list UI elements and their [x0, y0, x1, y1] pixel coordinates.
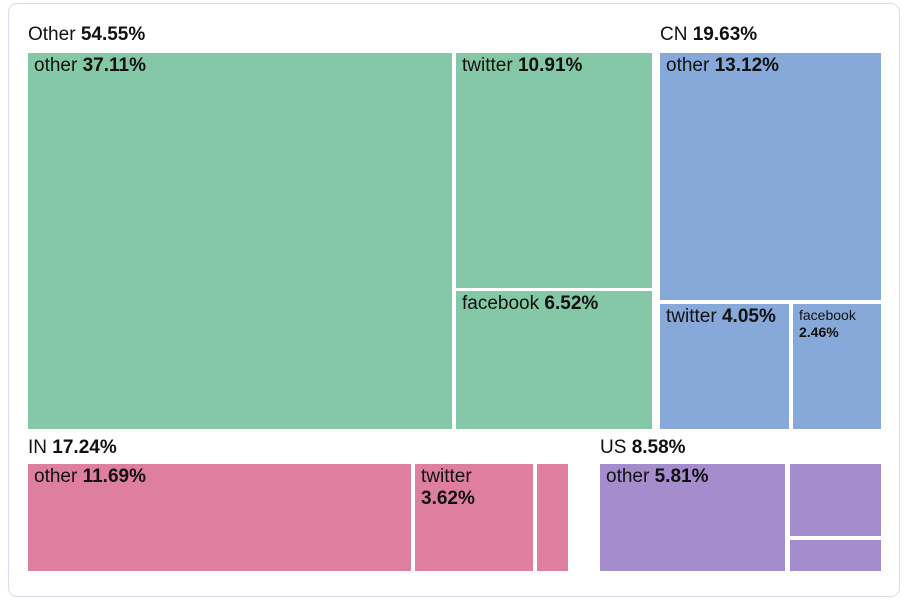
cell-label: other	[666, 55, 710, 76]
cell-value: 13.12%	[714, 55, 780, 76]
cell-value: 6.52%	[544, 293, 599, 314]
treemap-cell-cn-twitter[interactable]: twitter 4.05%	[660, 304, 789, 429]
treemap-cell-in-other[interactable]: other 11.69%	[28, 464, 411, 571]
cell-label: twitter	[421, 466, 472, 487]
cell-label: facebook	[462, 293, 540, 314]
treemap-cell-us-unlabeled-1[interactable]	[790, 464, 881, 536]
group-name: US	[600, 437, 627, 458]
group-value: 8.58%	[631, 437, 686, 458]
group-label-us: US 8.58%	[600, 437, 686, 459]
cell-label: twitter	[666, 306, 717, 327]
group-value: 54.55%	[80, 24, 146, 45]
cell-value: 3.62%	[421, 488, 475, 510]
group-label-other: Other 54.55%	[28, 24, 145, 46]
treemap-cell-other-other[interactable]: other 37.11%	[28, 53, 452, 429]
cell-value: 37.11%	[82, 55, 146, 76]
treemap-cell-in-unlabeled[interactable]	[537, 464, 568, 571]
group-name: IN	[28, 437, 47, 458]
treemap-cell-in-twitter[interactable]: twitter 3.62%	[415, 464, 533, 571]
group-value: 19.63%	[692, 24, 758, 45]
group-label-cn: CN 19.63%	[660, 24, 757, 46]
cell-value: 10.91%	[517, 55, 583, 76]
group-label-in: IN 17.24%	[28, 437, 117, 459]
treemap-cell-us-unlabeled-2[interactable]	[790, 540, 881, 571]
cell-label: other	[34, 55, 78, 76]
group-value: 17.24%	[52, 437, 117, 458]
treemap-cell-cn-facebook[interactable]: facebook 2.46%	[793, 304, 881, 429]
cell-value: 11.69%	[82, 466, 146, 487]
treemap-cell-us-other[interactable]: other 5.81%	[600, 464, 785, 571]
cell-label: twitter	[462, 55, 513, 76]
treemap-cell-cn-other[interactable]: other 13.12%	[660, 53, 881, 300]
cell-value: 5.81%	[654, 466, 709, 487]
cell-label: facebook	[799, 307, 856, 323]
cell-value: 2.46%	[799, 323, 839, 340]
treemap-cell-other-facebook[interactable]: facebook 6.52%	[456, 291, 652, 429]
cell-label: other	[34, 466, 78, 487]
cell-label: other	[606, 466, 650, 487]
group-name: CN	[660, 24, 688, 45]
group-name: Other	[28, 24, 76, 45]
treemap-cell-other-twitter[interactable]: twitter 10.91%	[456, 53, 652, 288]
cell-value: 4.05%	[721, 306, 776, 327]
